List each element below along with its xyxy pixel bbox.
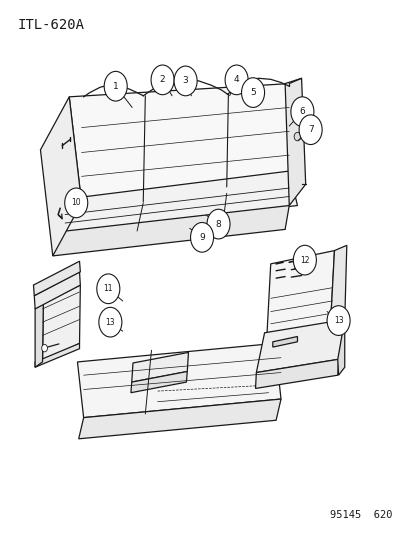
Circle shape [206,209,230,239]
Text: 6: 6 [299,107,304,116]
Circle shape [42,344,47,352]
Circle shape [294,132,300,141]
Text: 13: 13 [333,316,342,325]
Polygon shape [78,399,280,439]
Circle shape [190,222,213,252]
Polygon shape [255,359,338,389]
Polygon shape [256,319,344,373]
Polygon shape [40,97,81,256]
Text: 8: 8 [215,220,221,229]
Polygon shape [34,272,80,309]
Circle shape [64,188,88,217]
Text: 10: 10 [71,198,81,207]
Circle shape [174,66,197,96]
Circle shape [99,308,121,337]
Text: 1: 1 [113,82,118,91]
Text: 5: 5 [249,88,255,97]
Polygon shape [69,84,297,203]
Polygon shape [337,319,344,375]
Polygon shape [77,343,280,418]
Text: 95145  620: 95145 620 [329,510,391,520]
Circle shape [97,274,119,304]
Polygon shape [43,285,80,362]
Polygon shape [272,336,297,347]
Text: 9: 9 [199,233,204,242]
Polygon shape [330,245,346,327]
Text: 12: 12 [299,256,309,265]
Polygon shape [35,304,43,367]
Text: 3: 3 [182,76,188,85]
Polygon shape [131,372,187,393]
Text: 13: 13 [105,318,115,327]
Polygon shape [53,206,289,256]
Circle shape [290,97,313,126]
Text: ITL-620A: ITL-620A [18,18,85,33]
Polygon shape [57,171,297,232]
Text: 2: 2 [159,75,165,84]
Circle shape [225,65,247,95]
Polygon shape [266,251,334,341]
Polygon shape [285,78,305,206]
Circle shape [241,78,264,108]
Circle shape [104,71,127,101]
Polygon shape [35,343,79,367]
Circle shape [326,306,349,335]
Circle shape [293,245,316,275]
Circle shape [298,115,321,144]
Text: 7: 7 [307,125,313,134]
Text: 11: 11 [103,284,113,293]
Circle shape [151,65,174,95]
Polygon shape [131,352,188,382]
Polygon shape [33,261,80,296]
Text: 4: 4 [233,75,239,84]
